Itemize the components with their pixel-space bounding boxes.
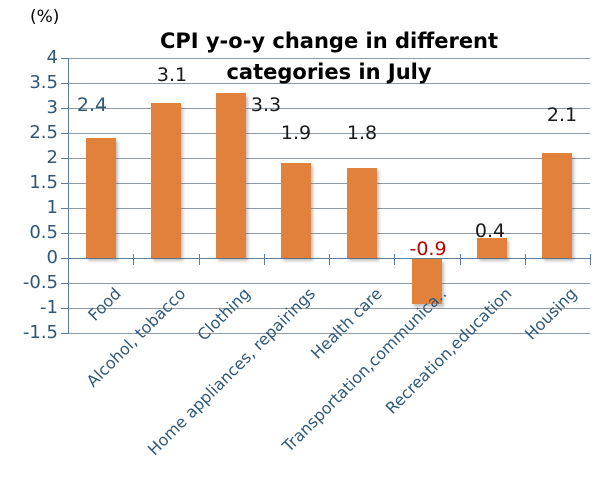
y-gridline [68, 133, 590, 134]
y-gridline [68, 108, 590, 109]
y-gridline [68, 58, 590, 59]
bar-value-label: 2.4 [76, 94, 108, 116]
y-gridline [68, 208, 590, 209]
y-axis-tick [61, 108, 68, 109]
bar-value-label: 3.3 [250, 94, 282, 116]
y-axis-tick [61, 58, 68, 59]
chart-title-line1: CPI y-o-y change in different [159, 29, 499, 53]
y-axis-label: 2 [46, 147, 58, 168]
bar-value-label: 1.9 [280, 122, 312, 144]
x-axis-tick [264, 254, 265, 265]
y-axis-tick [61, 208, 68, 209]
bar-5 [347, 168, 377, 258]
y-gridline [68, 333, 590, 334]
y-gridline [68, 83, 590, 84]
x-axis-tick [133, 254, 134, 265]
bar-value-label: 2.1 [546, 104, 578, 126]
x-category-label: Recreation,education [381, 284, 516, 418]
x-axis-tick [590, 254, 591, 265]
bar-3 [216, 93, 246, 258]
x-axis-tick [199, 254, 200, 265]
y-axis-tick [61, 183, 68, 184]
y-axis-label: 0 [46, 247, 58, 268]
y-axis-label: 2.5 [29, 122, 58, 143]
y-gridline [68, 158, 590, 159]
y-gridline [68, 308, 590, 309]
x-category-label: Housing [521, 284, 581, 344]
y-axis-tick [61, 233, 68, 234]
y-axis-tick [61, 333, 68, 334]
bar-value-label: -0.9 [409, 238, 447, 260]
x-axis-tick [460, 254, 461, 265]
y-gridline [68, 233, 590, 234]
y-axis-unit-label: (%) [30, 7, 60, 27]
y-axis-label: 4 [46, 47, 58, 68]
y-axis-label: 3 [46, 97, 58, 118]
bar-8 [542, 153, 572, 258]
bar-4 [281, 163, 311, 258]
y-axis-label: -0.5 [22, 272, 58, 293]
bar-1 [86, 138, 116, 258]
y-axis-tick [61, 133, 68, 134]
y-axis-label: 3.5 [29, 72, 58, 93]
chart-title-line2: categories in July [226, 60, 432, 84]
y-axis-tick [61, 308, 68, 309]
y-axis-label: 0.5 [29, 222, 58, 243]
y-axis-tick [61, 258, 68, 259]
y-axis-label: 1.5 [29, 172, 58, 193]
bar-value-label: 1.8 [346, 122, 378, 144]
y-gridline [68, 183, 590, 184]
x-axis-tick [68, 254, 69, 265]
y-axis-label: -1.5 [22, 322, 58, 343]
bar-6 [412, 259, 442, 304]
y-axis-line [68, 58, 69, 334]
bar-value-label: 0.4 [474, 220, 506, 242]
y-axis-label: -1 [40, 297, 58, 318]
chart-title: CPI y-o-y change in different categories… [68, 26, 590, 88]
bar-2 [151, 103, 181, 258]
bar-value-label: 3.1 [156, 64, 188, 86]
x-category-label: Food [83, 284, 125, 325]
x-axis-tick [394, 254, 395, 265]
bar-7 [477, 238, 507, 258]
y-gridline [68, 283, 590, 284]
y-axis-label: 1 [46, 197, 58, 218]
x-axis-tick [329, 254, 330, 265]
x-category-label: Clothing [193, 284, 255, 345]
y-axis-tick [61, 158, 68, 159]
x-axis-tick [525, 254, 526, 265]
y-axis-tick [61, 83, 68, 84]
y-axis-tick [61, 283, 68, 284]
